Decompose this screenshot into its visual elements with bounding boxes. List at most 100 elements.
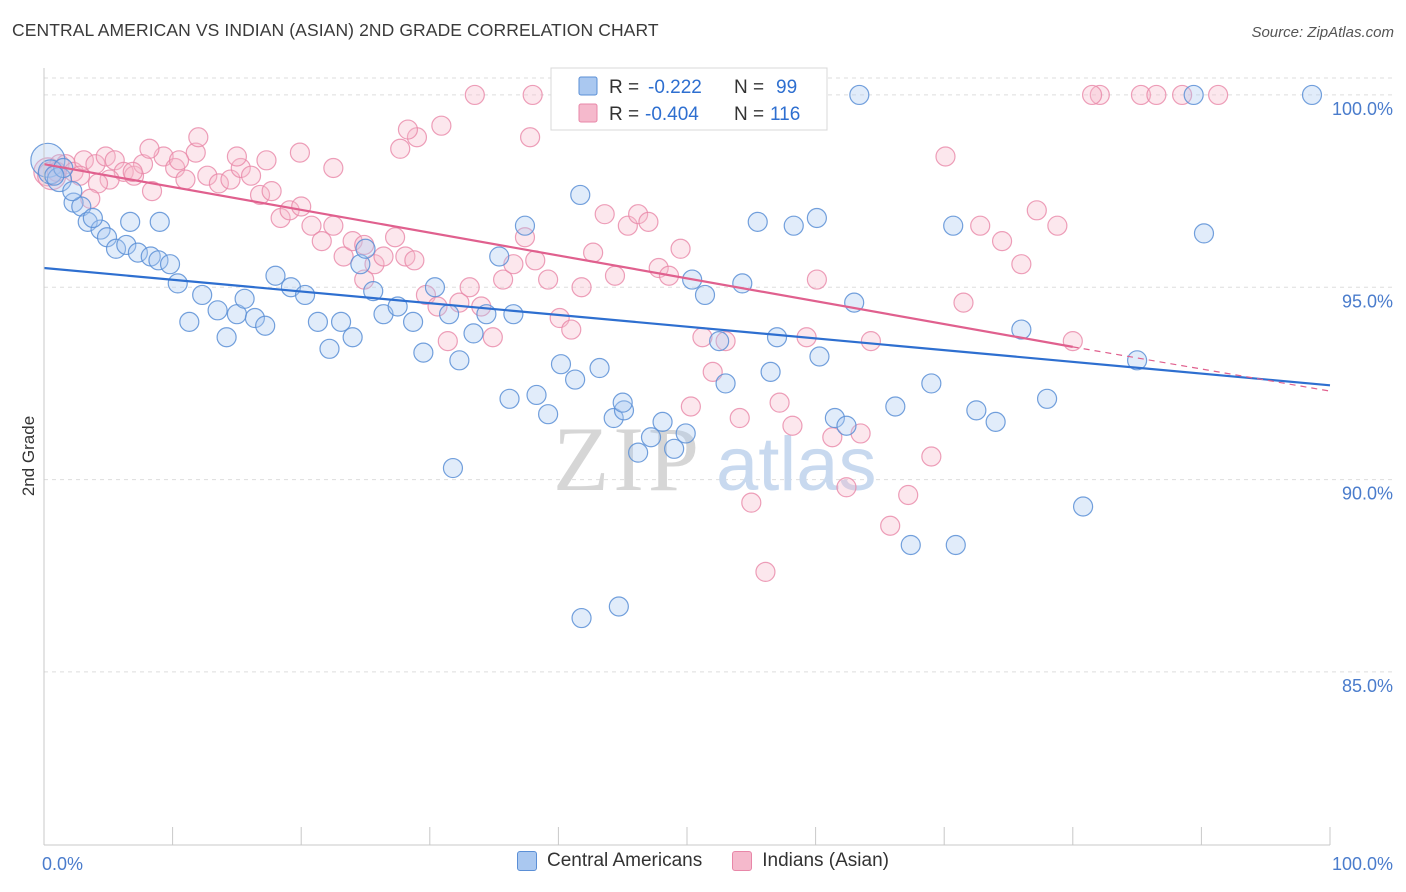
blue-point xyxy=(1183,84,1204,106)
pink-point xyxy=(168,150,190,171)
blue-point xyxy=(1011,319,1032,340)
bottom-legend: Central Americans Indians (Asian) xyxy=(0,850,1406,872)
blue-point xyxy=(849,84,870,106)
pink-point xyxy=(514,227,536,248)
pink-point xyxy=(249,184,271,206)
pink-point xyxy=(970,215,991,236)
legend-n-value-pink: 116 xyxy=(770,104,800,125)
pink-point xyxy=(220,169,241,190)
legend-r-label-blue: R = xyxy=(609,77,639,98)
blue-point xyxy=(116,234,137,256)
pink-point xyxy=(431,115,452,136)
pink-point xyxy=(482,327,503,348)
pink-point xyxy=(289,142,311,163)
pink-point xyxy=(256,150,277,171)
pink-point xyxy=(1208,84,1229,106)
pink-point xyxy=(397,119,419,140)
pink-point xyxy=(1172,84,1193,106)
pink-point xyxy=(342,230,363,252)
x-tick-label: 0.0% xyxy=(42,854,83,874)
blue-point xyxy=(608,596,629,617)
blue-point xyxy=(652,411,673,432)
legend-n-label-blue: N = xyxy=(734,77,764,98)
blue-point xyxy=(438,304,460,325)
pink-point xyxy=(464,84,485,106)
blue-trend-line xyxy=(43,266,1331,387)
pink-point xyxy=(230,157,251,179)
blue-point xyxy=(120,211,141,232)
blue-point xyxy=(824,407,845,429)
blue-point xyxy=(127,242,148,263)
blue-point xyxy=(921,373,942,394)
blue-point xyxy=(806,207,827,229)
legend-swatch-blue xyxy=(578,76,598,96)
pink-point xyxy=(898,484,919,506)
bottom-legend-label-pink: Indians (Asian) xyxy=(762,850,889,871)
pink-point xyxy=(594,204,615,225)
blue-point xyxy=(463,323,484,344)
pink-point xyxy=(729,407,750,429)
blue-point xyxy=(307,311,329,332)
pink-point xyxy=(715,331,736,352)
blue-point xyxy=(664,438,685,459)
pink-point xyxy=(836,477,857,498)
pink-point xyxy=(638,211,659,232)
pink-point xyxy=(670,238,691,259)
pink-point xyxy=(520,127,541,148)
blue-point xyxy=(612,392,633,413)
blue-point xyxy=(943,215,964,236)
blue-point xyxy=(836,415,857,436)
blue-point xyxy=(514,215,536,236)
pink-point xyxy=(522,84,543,106)
pink-point xyxy=(680,396,701,417)
pink-point xyxy=(806,269,827,290)
pink-point xyxy=(188,127,209,148)
blue-point xyxy=(1072,496,1094,517)
pink-point xyxy=(1062,331,1083,352)
pink-point xyxy=(373,246,394,267)
blue-point xyxy=(945,534,966,556)
blue-point xyxy=(179,311,200,332)
pink-point xyxy=(139,138,160,159)
blue-point xyxy=(628,442,649,463)
pink-point xyxy=(538,269,559,290)
blue-point xyxy=(760,361,781,382)
pink-point xyxy=(921,446,942,467)
y-tick-label: 100.0% xyxy=(1332,99,1393,119)
blue-point xyxy=(449,350,470,371)
pink-point xyxy=(628,204,649,225)
blue-point xyxy=(105,238,127,259)
blue-point xyxy=(499,388,520,409)
axes: 85.0% 90.0% 95.0% 100.0% 0.0% 100.0% xyxy=(42,68,1393,874)
legend-r-value-pink: -0.404 xyxy=(645,104,699,125)
pink-point xyxy=(437,331,458,352)
chart-source: Source: ZipAtlas.com xyxy=(1251,24,1394,41)
bottom-legend-item-pink[interactable]: Indians (Asian) xyxy=(732,850,889,872)
bottom-legend-label-blue: Central Americans xyxy=(547,850,703,871)
pink-point xyxy=(291,196,312,217)
y-tick-label: 95.0% xyxy=(1342,291,1393,311)
pink-point xyxy=(311,230,332,252)
pink-point xyxy=(459,277,480,298)
pink-point xyxy=(240,165,262,186)
legend-n-label-pink: N = xyxy=(734,104,764,125)
pink-point xyxy=(1026,200,1047,221)
bottom-legend-item-blue[interactable]: Central Americans xyxy=(517,850,702,872)
pink-point xyxy=(390,138,411,159)
blue-point xyxy=(149,211,170,232)
blue-point xyxy=(1193,223,1215,244)
pink-trend-line xyxy=(43,163,1073,348)
blue-point xyxy=(413,342,434,363)
blue-point xyxy=(363,280,384,302)
blue-point xyxy=(1301,84,1323,106)
pink-point xyxy=(404,250,425,271)
blue-point xyxy=(244,307,266,329)
y-tick-label: 85.0% xyxy=(1342,676,1393,696)
blue-point xyxy=(565,369,586,390)
pink-point xyxy=(604,265,626,286)
pink-point xyxy=(141,180,163,202)
pink-point xyxy=(935,146,956,167)
blue-point xyxy=(255,315,276,336)
blue-point xyxy=(966,400,987,421)
